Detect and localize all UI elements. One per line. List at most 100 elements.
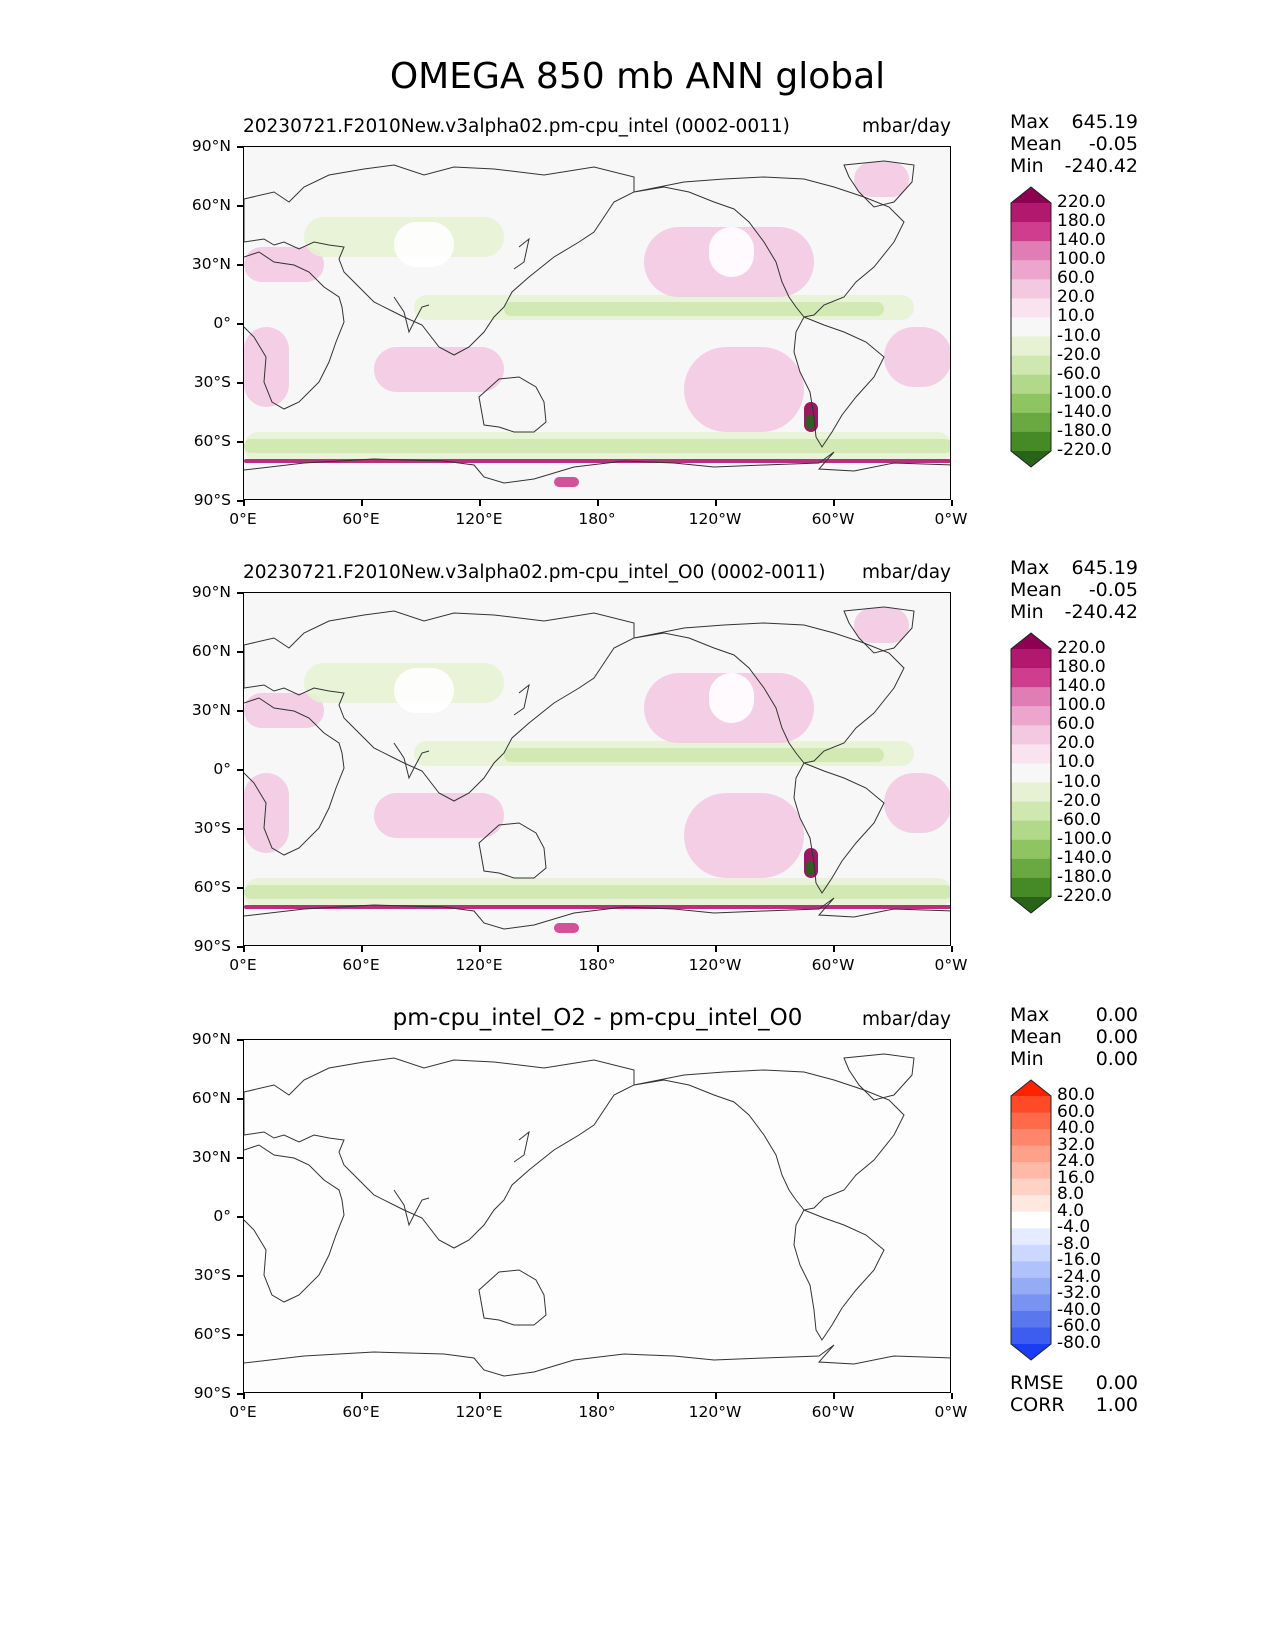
colorbar-label: -180.0 xyxy=(1057,420,1112,441)
field-region xyxy=(504,748,884,762)
y-tick-mark xyxy=(237,887,243,889)
x-tick-mark xyxy=(479,500,481,506)
x-tick-label: 60°E xyxy=(342,1403,380,1421)
colorbar-segment xyxy=(1011,820,1051,841)
y-tick-label: 60°N xyxy=(191,196,231,214)
colorbar-segment xyxy=(1011,260,1051,280)
x-tick-mark xyxy=(361,1393,363,1399)
colorbar-label: -100.0 xyxy=(1057,828,1112,849)
y-tick-mark xyxy=(237,592,243,594)
colorbar-segment xyxy=(1011,1261,1051,1279)
field-region xyxy=(554,923,579,933)
map-canvas xyxy=(244,1040,950,1392)
x-tick-label: 120°W xyxy=(688,510,742,528)
y-tick-label: 60°S xyxy=(193,432,231,450)
y-tick-mark xyxy=(237,1157,243,1159)
stat-label: CORR xyxy=(1010,1394,1065,1416)
field-region xyxy=(244,327,289,407)
stat-value: 645.19 xyxy=(1071,111,1138,133)
y-tick-label: 30°N xyxy=(191,255,231,273)
colorbar xyxy=(1010,186,1052,472)
x-tick-mark xyxy=(479,1393,481,1399)
field-region xyxy=(806,415,814,429)
colorbar-label: 180.0 xyxy=(1057,211,1106,232)
y-tick-label: 90°N xyxy=(191,583,231,601)
colorbar-label: -20.0 xyxy=(1057,344,1101,365)
stat-value: -240.42 xyxy=(1064,155,1138,177)
colorbar-segment xyxy=(1011,649,1051,669)
stats-block: Max 0.00 Mean 0.00 Min 0.00 xyxy=(1010,1004,1138,1070)
colorbar-label: -100.0 xyxy=(1057,382,1112,403)
colorbar-label: -20.0 xyxy=(1057,790,1101,811)
stat-label: Max xyxy=(1010,557,1050,579)
y-tick-label: 30°N xyxy=(191,701,231,719)
stat-label: Max xyxy=(1010,111,1050,133)
panel-title: pm-cpu_intel_O2 - pm-cpu_intel_O0 xyxy=(392,1005,803,1031)
y-tick-mark xyxy=(237,651,243,653)
colorbar-label: -140.0 xyxy=(1057,401,1112,422)
colorbar-segment xyxy=(1011,1162,1051,1180)
y-tick-mark xyxy=(237,323,243,325)
stats-block: Max 645.19 Mean -0.05 Min -240.42 xyxy=(1010,557,1138,623)
colorbar-label: 80.0 xyxy=(1057,1085,1095,1105)
field-region xyxy=(806,861,814,875)
x-tick-label: 0°W xyxy=(934,956,968,974)
x-tick-mark xyxy=(243,946,245,952)
x-tick-mark xyxy=(243,500,245,506)
field-region xyxy=(504,302,884,316)
colorbar-label: 140.0 xyxy=(1057,676,1106,697)
field-region xyxy=(394,222,454,267)
panel-title: 20230721.F2010New.v3alpha02.pm-cpu_intel… xyxy=(243,562,826,583)
colorbar-segment xyxy=(1011,412,1051,433)
colorbar-label: 24.0 xyxy=(1057,1151,1095,1172)
field-region xyxy=(244,439,950,453)
colorbar-segment xyxy=(1011,877,1051,898)
field-region xyxy=(374,347,504,392)
stat-value: 0.00 xyxy=(1095,1372,1138,1394)
y-tick-mark xyxy=(237,264,243,266)
colorbar-segment xyxy=(1011,1112,1051,1130)
colorbar-label: -220.0 xyxy=(1057,440,1112,460)
y-tick-mark xyxy=(237,710,243,712)
colorbar-segment xyxy=(1011,1244,1051,1262)
colorbar-segment xyxy=(1011,1080,1051,1096)
colorbar-label: -180.0 xyxy=(1057,866,1112,887)
y-tick-label: 0° xyxy=(213,1207,231,1225)
units-label: mbar/day xyxy=(862,116,951,137)
colorbar-segment xyxy=(1011,393,1051,414)
colorbar-segment xyxy=(1011,279,1051,299)
field-region xyxy=(684,347,804,432)
colorbar-segment xyxy=(1011,858,1051,879)
y-tick-mark xyxy=(237,1098,243,1100)
colorbar-label: -32.0 xyxy=(1057,1283,1101,1304)
stat-label: Mean xyxy=(1010,133,1062,155)
colorbar-label: -4.0 xyxy=(1057,1217,1091,1238)
x-tick-label: 180° xyxy=(578,956,616,974)
colorbar-label: 32.0 xyxy=(1057,1134,1095,1155)
x-tick-label: 120°E xyxy=(455,1403,503,1421)
map-panel xyxy=(243,146,951,500)
x-tick-mark xyxy=(479,946,481,952)
stat-label: Min xyxy=(1010,1048,1044,1070)
map-panel xyxy=(243,1039,951,1393)
stat-row: RMSE 0.00 xyxy=(1010,1372,1138,1394)
y-tick-label: 30°S xyxy=(193,819,231,837)
units-label: mbar/day xyxy=(862,1009,951,1030)
colorbar-segment xyxy=(1011,355,1051,376)
colorbar-segment xyxy=(1011,187,1051,203)
colorbar-segment xyxy=(1011,222,1051,242)
colorbar-label: -16.0 xyxy=(1057,1250,1101,1271)
stat-label: Min xyxy=(1010,155,1044,177)
x-tick-label: 0°E xyxy=(229,956,257,974)
x-tick-label: 60°E xyxy=(342,510,380,528)
x-tick-mark xyxy=(951,946,953,952)
colorbar-segment xyxy=(1011,1145,1051,1163)
field-region xyxy=(244,885,950,899)
colorbar-label: -40.0 xyxy=(1057,1299,1101,1320)
colorbar-label: 100.0 xyxy=(1057,249,1106,270)
stat-value: 1.00 xyxy=(1095,1394,1138,1416)
x-tick-mark xyxy=(951,500,953,506)
extra-stats-block: RMSE 0.00 CORR 1.00 xyxy=(1010,1372,1138,1416)
y-tick-label: 0° xyxy=(213,760,231,778)
colorbar-label: 20.0 xyxy=(1057,287,1095,308)
